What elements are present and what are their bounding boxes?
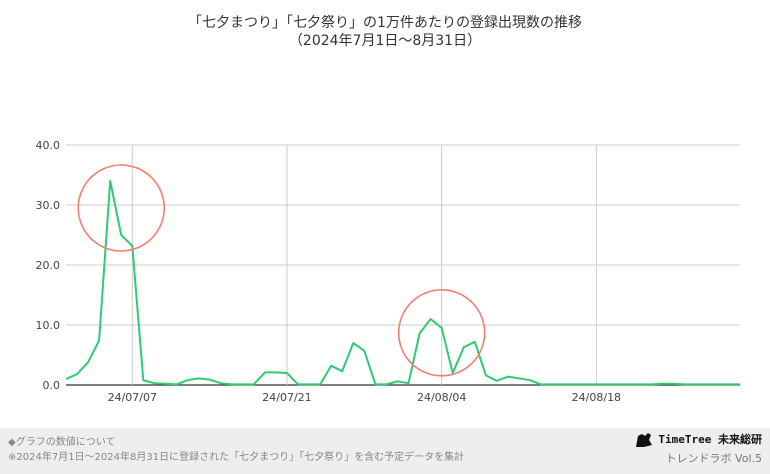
x-tick-label: 24/07/07 xyxy=(108,391,157,404)
highlight-circle xyxy=(397,288,486,377)
chart-title: 「七夕まつり」「七夕祭り」の1万件あたりの登録出現数の推移 xyxy=(188,15,582,31)
line-chart: 0.0 10.0 20.0 30.0 40.0 24/07/07 24/07/21 24/08… xyxy=(36,139,740,404)
y-tick-label: 40.0 xyxy=(36,139,61,152)
x-tick-label: 24/08/18 xyxy=(572,391,621,404)
brand-name: TimeTree 未来総研 xyxy=(658,433,762,446)
chart-panel: 「七夕まつり」「七夕祭り」の1万件あたりの登録出現数の推移 （2024年7月1日… xyxy=(35,15,740,404)
brand-logo-icon xyxy=(636,433,652,447)
y-tick-label: 20.0 xyxy=(36,259,61,272)
note-heading: ◆グラフの数値について xyxy=(8,437,116,448)
y-tick-label: 30.0 xyxy=(36,199,61,212)
highlight-circle xyxy=(77,164,166,252)
x-tick-label: 24/08/04 xyxy=(417,391,466,404)
note-body: ※2024年7月1日〜2024年8月31日に登録された「七夕まつり」「七夕祭り」… xyxy=(8,452,465,463)
y-tick-label: 10.0 xyxy=(36,319,61,332)
brand: TimeTree 未来総研 トレンドラボ Vol.5 xyxy=(612,431,762,466)
brand-subtitle: トレンドラボ Vol.5 xyxy=(665,452,762,465)
x-tick-label: 24/07/21 xyxy=(262,391,311,404)
y-tick-label: 0.0 xyxy=(43,379,61,392)
chart-subtitle: （2024年7月1日〜8月31日） xyxy=(288,33,482,49)
series-line xyxy=(65,180,740,386)
footer: ◆グラフの数値について ※2024年7月1日〜2024年8月31日に登録された「… xyxy=(0,428,770,474)
